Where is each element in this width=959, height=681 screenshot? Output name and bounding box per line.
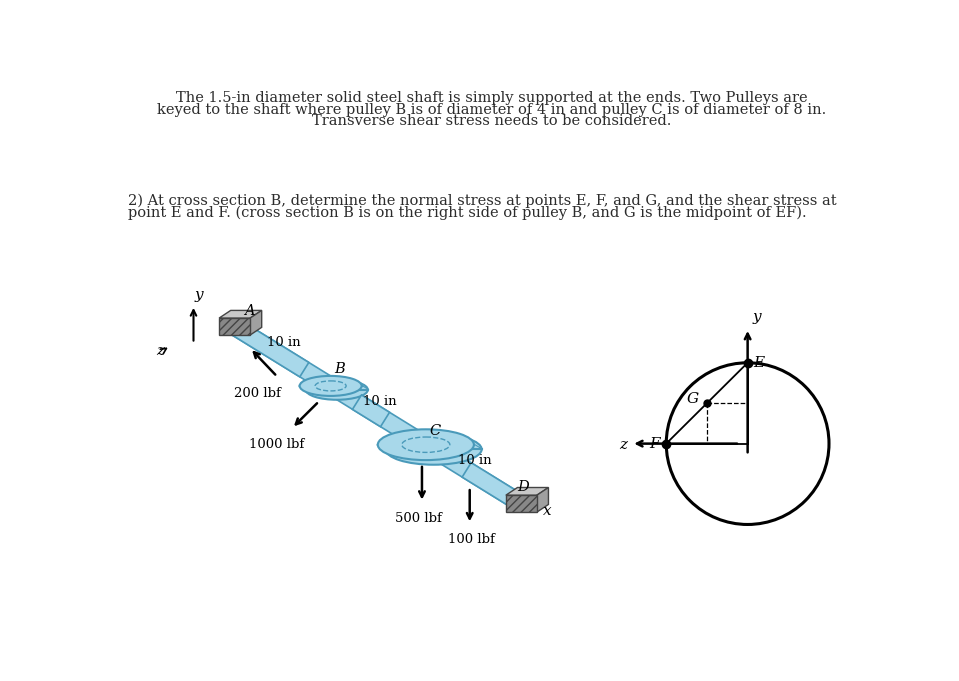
- Text: 1000 lbf: 1000 lbf: [248, 439, 304, 452]
- Ellipse shape: [306, 380, 368, 400]
- Ellipse shape: [299, 376, 362, 396]
- Text: C: C: [430, 424, 441, 438]
- Ellipse shape: [378, 429, 474, 460]
- Text: 10 in: 10 in: [363, 395, 397, 408]
- Polygon shape: [505, 488, 549, 495]
- Text: A: A: [244, 304, 254, 318]
- Text: D: D: [518, 479, 529, 494]
- Text: 200 lbf: 200 lbf: [234, 387, 281, 400]
- Polygon shape: [250, 311, 262, 335]
- Text: point E and F. (cross section B is on the right side of pulley B, and G is the m: point E and F. (cross section B is on th…: [128, 206, 807, 220]
- Text: E: E: [753, 355, 764, 370]
- Text: y: y: [752, 311, 760, 324]
- Text: x: x: [543, 505, 551, 518]
- Text: 100 lbf: 100 lbf: [448, 533, 495, 546]
- Polygon shape: [378, 445, 481, 449]
- Text: keyed to the shaft where pulley B is of diameter of 4 in and pulley C is of diam: keyed to the shaft where pulley B is of …: [157, 103, 827, 116]
- Text: B: B: [335, 362, 345, 376]
- Text: G: G: [687, 392, 699, 407]
- Polygon shape: [299, 386, 368, 390]
- Polygon shape: [230, 319, 309, 377]
- Ellipse shape: [386, 434, 481, 464]
- Circle shape: [667, 363, 829, 524]
- Polygon shape: [219, 318, 250, 335]
- Polygon shape: [537, 488, 549, 512]
- Polygon shape: [230, 319, 526, 511]
- Polygon shape: [462, 462, 526, 511]
- Text: y: y: [195, 288, 203, 302]
- Polygon shape: [219, 311, 262, 318]
- Text: 10 in: 10 in: [458, 454, 492, 467]
- Text: F: F: [649, 437, 660, 451]
- Text: The 1.5-in diameter solid steel shaft is simply supported at the ends. Two Pulle: The 1.5-in diameter solid steel shaft is…: [176, 91, 807, 105]
- Text: 10 in: 10 in: [268, 336, 301, 349]
- Text: 2) At cross section B, determine the normal stress at points E, F, and G, and th: 2) At cross section B, determine the nor…: [128, 193, 836, 208]
- Text: 500 lbf: 500 lbf: [395, 511, 441, 524]
- Text: Transverse shear stress needs to be considered.: Transverse shear stress needs to be cons…: [313, 114, 671, 128]
- Text: z: z: [156, 344, 164, 358]
- Polygon shape: [353, 395, 389, 427]
- Text: z: z: [620, 438, 627, 452]
- Polygon shape: [505, 495, 537, 512]
